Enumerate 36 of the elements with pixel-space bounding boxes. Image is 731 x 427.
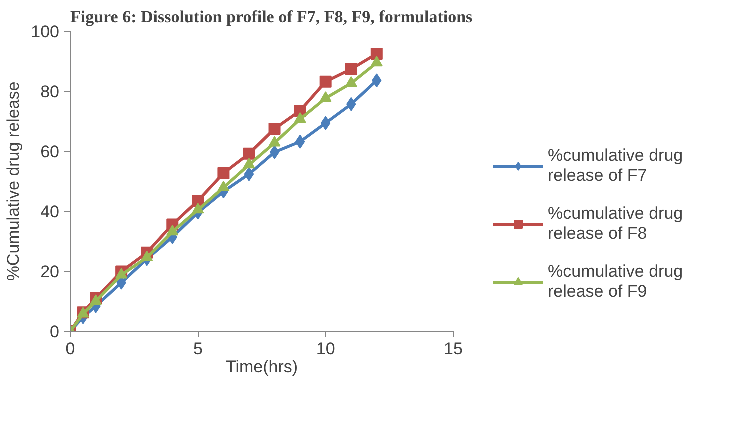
y-tick-label: 100 xyxy=(31,22,60,42)
y-tick-label: 60 xyxy=(40,142,60,162)
y-tick-label: 40 xyxy=(40,202,60,222)
x-tick-label: 15 xyxy=(444,340,463,358)
point xyxy=(268,123,281,135)
chart-title: Figure 6: Dissolution profile of F7, F8, F9, formulations xyxy=(70,8,474,26)
point xyxy=(345,76,358,88)
point xyxy=(270,145,280,160)
point xyxy=(141,250,154,262)
x-axis-title: Time(hrs) xyxy=(226,358,298,376)
point xyxy=(166,225,179,236)
y-tick-label: 0 xyxy=(50,322,60,342)
point xyxy=(320,92,332,102)
x-tick-label: 10 xyxy=(316,340,336,358)
point xyxy=(243,148,256,160)
x-tick-label: 0 xyxy=(66,340,76,358)
legend-label: %cumulative drug release of F9 xyxy=(548,262,684,302)
y-axis-title: %Cumulative drug release xyxy=(4,82,24,282)
point xyxy=(294,112,306,124)
legend-label: %cumulative drug release of F8 xyxy=(548,204,684,244)
point xyxy=(218,180,230,192)
point xyxy=(370,48,383,60)
point xyxy=(116,268,128,279)
point xyxy=(268,136,281,147)
point xyxy=(244,167,254,182)
y-tick-label: 80 xyxy=(40,82,60,102)
legend-label: %cumulative drug release of F7 xyxy=(548,146,684,186)
point xyxy=(218,167,230,180)
point xyxy=(345,63,358,76)
y-tick-label: 20 xyxy=(40,262,60,282)
point xyxy=(243,158,256,169)
x-tick-label: 5 xyxy=(193,340,203,358)
point xyxy=(370,56,383,67)
point xyxy=(320,76,332,88)
point xyxy=(192,203,204,214)
point xyxy=(295,134,306,149)
